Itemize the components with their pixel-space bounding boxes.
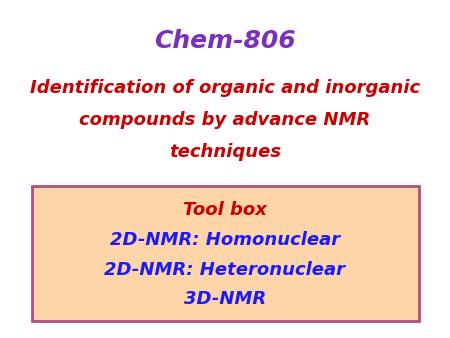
Text: Tool box: Tool box: [183, 201, 267, 219]
Text: compounds by advance NMR: compounds by advance NMR: [79, 111, 371, 129]
Text: Chem-806: Chem-806: [154, 28, 296, 53]
Text: 2D-NMR: Heteronuclear: 2D-NMR: Heteronuclear: [104, 261, 346, 279]
Text: techniques: techniques: [169, 143, 281, 161]
Text: 3D-NMR: 3D-NMR: [184, 290, 266, 309]
Text: 2D-NMR: Homonuclear: 2D-NMR: Homonuclear: [110, 231, 340, 249]
FancyBboxPatch shape: [32, 186, 419, 321]
Text: Identification of organic and inorganic: Identification of organic and inorganic: [30, 79, 420, 97]
